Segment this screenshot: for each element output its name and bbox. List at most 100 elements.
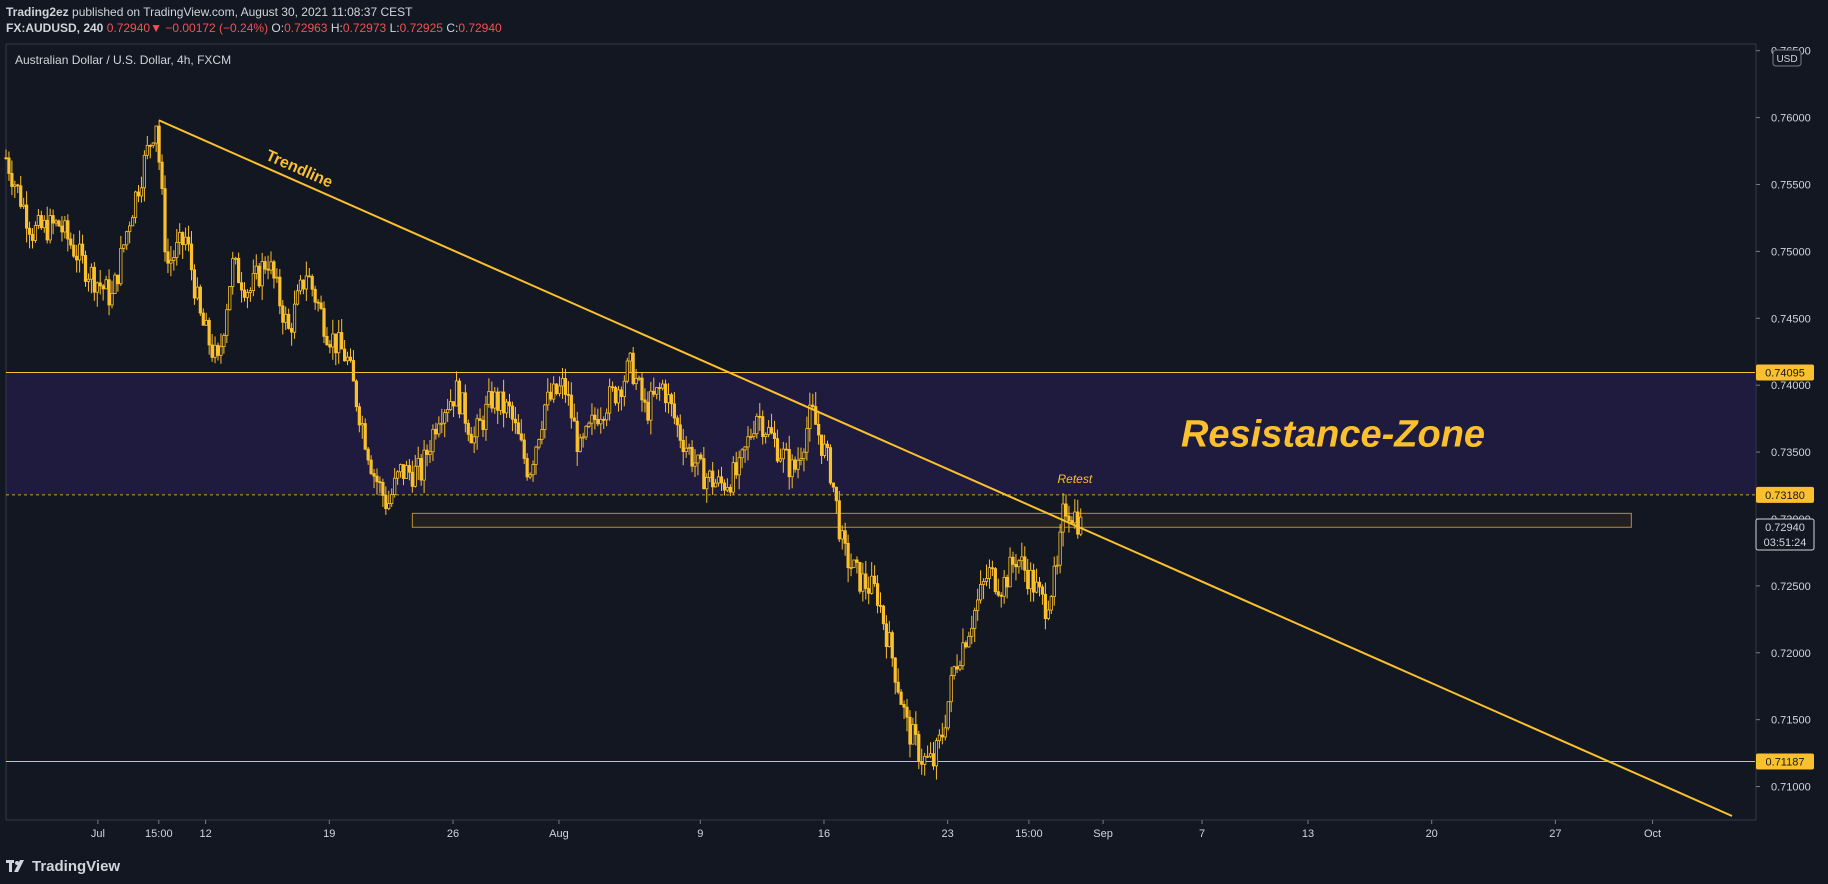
candle-body <box>608 386 612 414</box>
tradingview-logo[interactable]: TradingView <box>6 854 120 878</box>
candle-body <box>684 447 688 453</box>
candle-body <box>557 385 562 394</box>
candle-body <box>1040 586 1045 595</box>
candle-body <box>213 344 217 358</box>
time-axis[interactable]: Jul 15:00 12 19 26 Aug 9 16 23 15:00 Sep 7 13 20 27 Oct <box>91 820 1661 840</box>
last-price: 0.72940 <box>106 21 151 35</box>
candle-body <box>584 425 588 438</box>
candle-body <box>133 191 138 218</box>
candle-body <box>487 391 491 405</box>
trendline-layer[interactable] <box>158 119 1733 817</box>
candle-body <box>764 434 768 437</box>
candle-body <box>475 418 479 438</box>
candle-body <box>616 389 621 404</box>
price-axis[interactable]: 0.74095 0.73180 0.71187 0.71000 0.71500 0.720… <box>1755 46 1815 794</box>
candle-body <box>593 414 597 420</box>
candle-body <box>855 559 859 563</box>
candle-body <box>1014 563 1018 568</box>
candle-body <box>599 418 603 425</box>
time-tick-label: 7 <box>1199 828 1205 840</box>
candle-body <box>322 308 326 337</box>
candle-body <box>1020 556 1024 562</box>
candle-body <box>30 233 35 241</box>
candle-body <box>716 476 721 484</box>
candle-body <box>961 642 965 667</box>
candle-body <box>996 591 1000 596</box>
candle-body <box>908 716 912 745</box>
support-rectangle[interactable] <box>411 512 1632 528</box>
candle-body <box>195 286 199 299</box>
candle-body <box>387 503 391 510</box>
candle-body <box>513 418 517 424</box>
candle-body <box>528 474 532 478</box>
candle-body <box>613 387 618 404</box>
candle-body <box>507 401 512 407</box>
candle-body <box>569 394 573 419</box>
candle-body <box>178 232 182 243</box>
candle-body <box>325 335 329 345</box>
candle-body <box>1052 565 1056 598</box>
time-tick-label: Sep <box>1093 828 1113 840</box>
candle-body <box>398 464 403 473</box>
time-tick-label: Jul <box>91 828 105 840</box>
candle-body <box>887 632 891 647</box>
candle-body <box>643 399 647 403</box>
candle-body <box>911 724 915 745</box>
candle-body <box>905 706 909 718</box>
candle-body <box>128 225 132 233</box>
candle-body <box>422 449 426 481</box>
price-tick-label: 0.74500 <box>1771 313 1811 325</box>
candle-body <box>36 215 40 226</box>
price-tick-label: 0.75500 <box>1771 179 1811 191</box>
candle-body <box>814 406 818 425</box>
candle-body <box>560 378 565 387</box>
candle-body <box>186 236 191 245</box>
candle-body <box>83 254 88 282</box>
resistance-zone[interactable] <box>6 372 1755 495</box>
high-value: 0.72973 <box>342 21 387 35</box>
chart-title: Australian Dollar / U.S. Dollar, 4h, FXC… <box>15 53 231 67</box>
candle-body <box>472 436 476 444</box>
candle-body <box>758 415 762 418</box>
candle-body <box>13 184 17 187</box>
candle-body <box>7 157 11 174</box>
candle-body <box>967 635 971 648</box>
trendline[interactable] <box>158 119 1733 817</box>
candle-body <box>555 383 559 394</box>
candle-body <box>787 448 791 478</box>
candle-body <box>881 605 886 625</box>
publish-info: Trading2ez published on TradingView.com,… <box>6 5 412 19</box>
price-tick-label: 0.71500 <box>1771 715 1811 727</box>
candle-body <box>696 454 700 464</box>
candle-body <box>101 285 105 290</box>
candle-body <box>242 289 247 298</box>
publisher-name[interactable]: Trading2ez <box>6 5 69 19</box>
candle-body <box>39 215 43 229</box>
candle-body <box>237 257 241 284</box>
candle-body <box>86 278 91 282</box>
candle-body <box>510 405 515 420</box>
candle-body <box>884 623 888 647</box>
candle-body <box>775 438 780 462</box>
candle-body <box>92 266 96 293</box>
candle-body <box>440 422 444 425</box>
candle-body <box>78 243 82 261</box>
price-label-badge <box>1756 486 1814 503</box>
candle-body <box>231 258 235 287</box>
candle-body <box>295 290 300 305</box>
candle-body <box>269 261 273 271</box>
candle-body <box>731 462 735 493</box>
candle-body <box>702 458 706 490</box>
candle-body <box>1061 503 1065 533</box>
candle-body <box>393 477 397 495</box>
candle-body <box>381 482 385 496</box>
candle-body <box>566 394 570 396</box>
candle-body <box>687 446 691 449</box>
candle-body <box>416 458 420 467</box>
candle-body <box>375 475 379 483</box>
candle-body <box>675 417 679 426</box>
candle-body <box>19 185 23 207</box>
candle-body <box>870 575 874 594</box>
candle-body <box>407 465 411 473</box>
